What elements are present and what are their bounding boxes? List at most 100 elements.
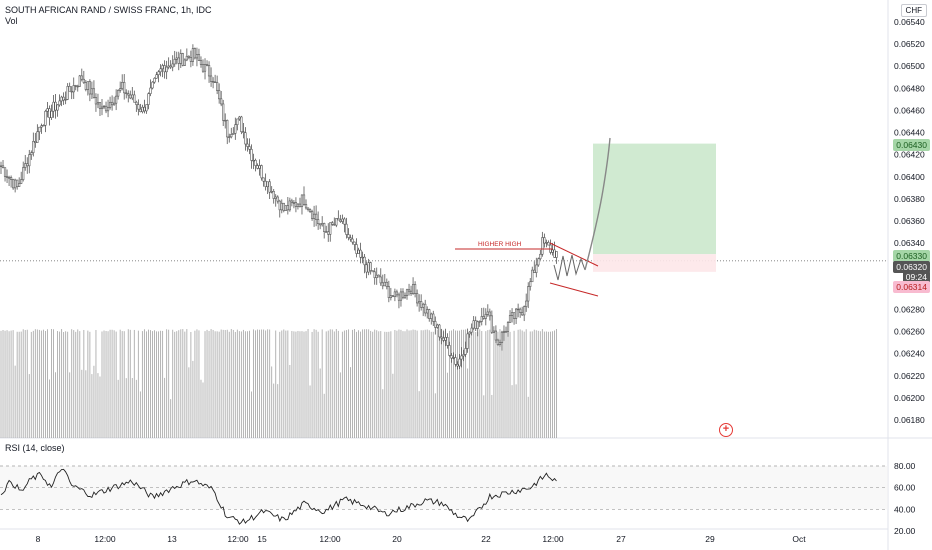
candle-body — [256, 165, 259, 169]
candle-body — [70, 90, 73, 93]
currency-box[interactable]: CHF — [900, 4, 927, 17]
candle-body — [86, 81, 89, 90]
candle-body — [58, 100, 61, 106]
candle-body — [222, 103, 225, 121]
candle-body — [438, 324, 441, 338]
candle-body — [510, 312, 514, 316]
candle-body — [224, 119, 227, 122]
candle-body — [137, 104, 140, 110]
candle-body — [66, 86, 69, 100]
candle-body — [197, 54, 201, 61]
candle-body — [341, 218, 344, 222]
candle-body — [361, 256, 364, 259]
rsi-label: RSI (14, close) — [5, 443, 65, 453]
candle-body — [212, 81, 215, 83]
candle-body — [5, 176, 9, 178]
time-tick-label: 13 — [167, 534, 177, 544]
candle-body — [268, 181, 271, 193]
candle-body — [40, 125, 43, 128]
candle-body — [401, 291, 405, 298]
candle-body — [359, 249, 362, 258]
candle-body — [76, 85, 79, 88]
candle-body — [430, 313, 433, 319]
candle-body — [458, 358, 461, 367]
candle-body — [1, 165, 5, 168]
price-tick-label: 0.06420 — [894, 150, 925, 160]
candle-body — [147, 93, 150, 105]
candle-body — [119, 88, 122, 91]
candle-body — [288, 200, 291, 211]
candle-body — [308, 209, 312, 212]
stop-zone — [593, 254, 716, 272]
rsi-tick-label: 40.00 — [894, 504, 916, 514]
price-tick-label: 0.06360 — [894, 216, 925, 226]
candle-body — [397, 294, 401, 301]
candle-body — [456, 364, 459, 367]
candle-body — [34, 141, 37, 143]
candle-body — [383, 281, 386, 287]
candle-body — [508, 315, 512, 323]
candle-body — [191, 48, 195, 62]
time-tick-label: 12:00 — [227, 534, 249, 544]
price-tick-label: 0.06540 — [894, 17, 925, 27]
candle-body — [171, 63, 174, 68]
candle-body — [50, 110, 53, 118]
add-alert-icon[interactable]: + — [719, 423, 733, 437]
candle-body — [135, 101, 138, 105]
candle-body — [195, 54, 199, 59]
candle-body — [403, 295, 407, 298]
candle-body — [416, 293, 419, 304]
candle-body — [88, 81, 91, 95]
candle-body — [448, 345, 451, 356]
candle-body — [319, 223, 322, 226]
candle-body — [232, 133, 235, 135]
candle-body — [161, 65, 164, 70]
candle-body — [531, 269, 534, 283]
candle-body — [185, 55, 188, 61]
candle-body — [141, 106, 144, 113]
candle-body — [104, 105, 108, 112]
candle-body — [282, 202, 285, 211]
price-tick-label: 0.06180 — [894, 415, 925, 425]
price-tick-label: 0.06260 — [894, 327, 925, 337]
candle-body — [125, 92, 128, 94]
candle-body — [331, 222, 334, 225]
candle-body — [519, 308, 522, 313]
price-tick-label: 0.06240 — [894, 349, 925, 359]
symbol-title: SOUTH AFRICAN RAND / SWISS FRANC, 1h, ID… — [5, 5, 212, 15]
candle-body — [42, 124, 45, 127]
target-zone — [593, 143, 716, 255]
candle-body — [470, 327, 473, 333]
candle-body — [387, 286, 390, 299]
candle-body — [466, 333, 469, 349]
rsi-line — [0, 468, 557, 525]
candle-body — [7, 177, 11, 179]
candle-body — [474, 320, 477, 329]
candle-body — [333, 224, 336, 226]
candle-body — [537, 258, 540, 266]
candle-body — [80, 75, 83, 80]
candle-body — [155, 74, 158, 79]
candle-body — [442, 337, 445, 341]
candle-body — [298, 203, 302, 208]
candle-body — [252, 159, 255, 162]
candle-body — [183, 59, 186, 66]
candle-body — [262, 177, 265, 182]
candle-body — [496, 339, 500, 345]
candle-body — [432, 313, 435, 322]
candle-body — [3, 167, 7, 177]
countdown-badge: 09:24 — [902, 271, 930, 283]
candle-body — [310, 211, 314, 219]
candle-body — [145, 104, 148, 112]
candle-body — [100, 106, 104, 109]
candle-body — [290, 200, 293, 203]
candle-body — [391, 295, 394, 297]
candle-body — [16, 179, 19, 187]
candle-body — [226, 119, 229, 138]
candle-body — [244, 132, 247, 145]
candle-body — [450, 355, 453, 359]
candle-body — [22, 167, 25, 180]
time-tick-label: 22 — [481, 534, 491, 544]
time-tick-label: 12:00 — [542, 534, 564, 544]
